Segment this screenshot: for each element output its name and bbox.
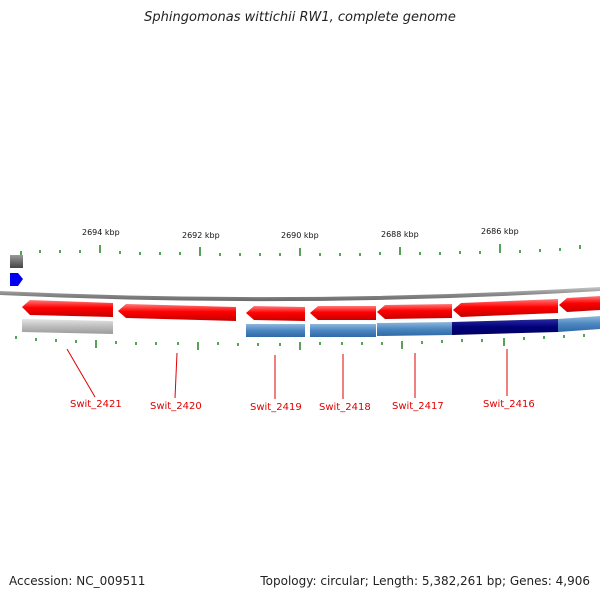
secondary-segment-gray (22, 319, 113, 334)
gene-label: Swit_2418 (319, 402, 371, 413)
genome-info-text: Topology: circular; Length: 5,382,261 bp… (260, 574, 590, 588)
accession-text: Accession: NC_009511 (9, 574, 146, 588)
gene-track-forward (22, 296, 600, 321)
scale-label: 2694 kbp (82, 228, 120, 237)
gene-partial-right[interactable] (559, 296, 600, 312)
gene-label: Swit_2419 (250, 402, 302, 413)
gene-label: Swit_2416 (483, 399, 535, 410)
gene-label: Swit_2420 (150, 401, 202, 412)
gene-track-secondary (22, 316, 600, 337)
gene-label: Swit_2421 (70, 399, 122, 410)
gene-label: Swit_2417 (392, 401, 444, 412)
legend-blue-arrow-icon (10, 273, 23, 286)
secondary-segment-blue (310, 324, 376, 337)
gene-swit-2416[interactable] (453, 299, 558, 317)
scale-ticks-top (20, 244, 581, 256)
scale-ticks-bottom (15, 334, 585, 350)
gene-swit-2421[interactable] (22, 300, 113, 317)
scale-label: 2686 kbp (481, 227, 519, 236)
gene-swit-2419[interactable] (246, 306, 305, 321)
gene-swit-2418[interactable] (310, 306, 376, 320)
scale-label: 2692 kbp (182, 231, 220, 240)
gene-label-leaders (66, 348, 508, 399)
secondary-segment-blue (377, 322, 452, 336)
genome-backbone (0, 287, 600, 302)
secondary-segment-blue (246, 324, 305, 337)
scale-label: 2690 kbp (281, 231, 319, 240)
legend-gray-marker (10, 255, 23, 268)
secondary-segment-navy (452, 319, 558, 335)
gene-swit-2420[interactable] (118, 304, 236, 321)
genome-title: Sphingomonas wittichii RW1, complete gen… (144, 10, 456, 25)
scale-label: 2688 kbp (381, 230, 419, 239)
gene-swit-2417[interactable] (377, 304, 452, 319)
secondary-segment-blue (558, 316, 600, 332)
